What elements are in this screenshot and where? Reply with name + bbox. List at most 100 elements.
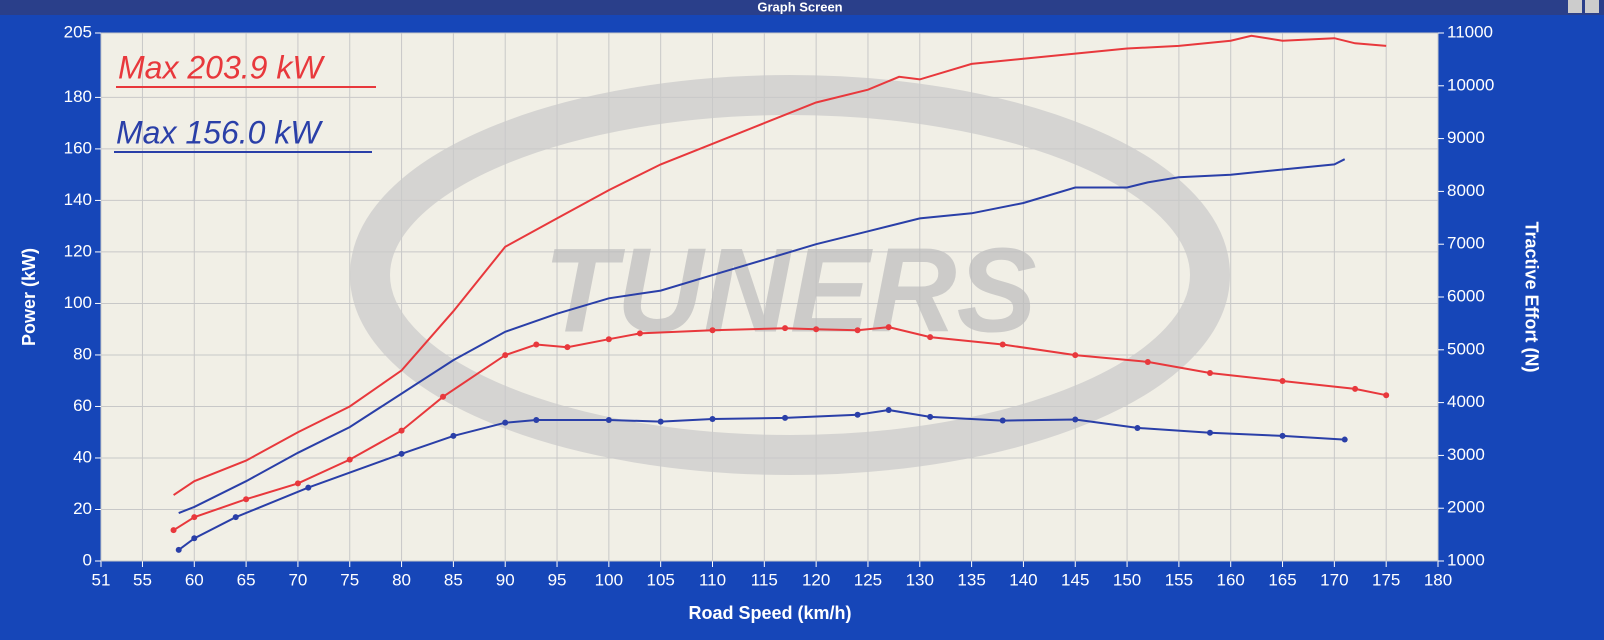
x-tick-label: 150 (1113, 570, 1141, 589)
point (927, 413, 934, 420)
window-title: Graph Screen (757, 0, 842, 14)
point (450, 432, 457, 439)
point (605, 417, 612, 424)
window-button[interactable] (1585, 0, 1599, 13)
point (636, 330, 643, 337)
x-tick-label: 85 (444, 570, 463, 589)
point (999, 417, 1006, 424)
point (232, 514, 239, 521)
x-tick-label: 80 (392, 570, 411, 589)
x-tick-label: 165 (1268, 570, 1296, 589)
point (1352, 385, 1359, 392)
annotation: Max 203.9 kW (118, 49, 325, 85)
point (294, 480, 301, 487)
point (502, 419, 509, 426)
point (1279, 377, 1286, 384)
y2-tick-label: 7000 (1447, 234, 1485, 253)
point (1144, 358, 1151, 365)
y-tick-label: 40 (73, 447, 92, 466)
point (1206, 370, 1213, 377)
x-tick-label: 51 (92, 570, 111, 589)
y2-tick-label: 1000 (1447, 550, 1485, 569)
point (346, 456, 353, 463)
y-tick-label: 205 (64, 22, 92, 41)
title-bar (0, 0, 1604, 15)
point (305, 484, 312, 491)
x-tick-label: 115 (751, 570, 778, 589)
y-tick-label: 0 (83, 550, 92, 569)
point (927, 334, 934, 341)
x-tick-label: 95 (548, 570, 567, 589)
point (1279, 432, 1286, 439)
x-tick-label: 145 (1061, 570, 1089, 589)
y-tick-label: 60 (73, 396, 92, 415)
point (1383, 392, 1390, 399)
x-tick-label: 105 (646, 570, 674, 589)
point (398, 450, 405, 457)
y2-tick-label: 9000 (1447, 128, 1485, 147)
y2-tick-label: 6000 (1447, 286, 1485, 305)
y-tick-label: 80 (73, 344, 92, 363)
point (398, 427, 405, 434)
point (191, 535, 198, 542)
y2-axis-title: Tractive Effort (N) (1521, 221, 1541, 372)
point (564, 344, 571, 351)
x-tick-label: 65 (237, 570, 256, 589)
point (605, 336, 612, 343)
point (709, 327, 716, 334)
y2-tick-label: 8000 (1447, 181, 1485, 200)
y2-tick-label: 4000 (1447, 392, 1485, 411)
x-tick-label: 120 (802, 570, 830, 589)
point (243, 496, 250, 503)
point (885, 406, 892, 413)
point (175, 546, 182, 553)
x-tick-label: 110 (699, 570, 726, 589)
y2-tick-label: 3000 (1447, 445, 1485, 464)
x-tick-label: 100 (595, 570, 623, 589)
x-tick-label: 55 (133, 570, 152, 589)
x-tick-label: 140 (1009, 570, 1037, 589)
point (533, 341, 540, 348)
x-tick-label: 125 (854, 570, 882, 589)
x-tick-label: 180 (1424, 570, 1452, 589)
series-line (173, 34, 1387, 496)
point (1206, 429, 1213, 436)
point (813, 326, 820, 333)
series-line (178, 158, 1346, 515)
y-tick-label: 100 (64, 293, 92, 312)
x-tick-label: 90 (496, 570, 515, 589)
y-tick-label: 20 (73, 499, 92, 518)
y-axis-title: Power (kW) (19, 248, 39, 346)
point (440, 393, 447, 400)
y-tick-label: 140 (64, 190, 92, 209)
x-tick-label: 130 (906, 570, 934, 589)
y2-tick-label: 11000 (1447, 22, 1493, 41)
y2-tick-label: 2000 (1447, 498, 1485, 517)
point (782, 414, 789, 421)
y-tick-label: 160 (64, 138, 92, 157)
window-button[interactable] (1568, 0, 1582, 13)
point (854, 327, 861, 334)
point (709, 415, 716, 422)
point (999, 341, 1006, 348)
point (1341, 436, 1348, 443)
point (533, 417, 540, 424)
point (782, 325, 789, 332)
point (502, 352, 509, 359)
x-tick-label: 175 (1372, 570, 1400, 589)
x-tick-label: 70 (288, 570, 307, 589)
x-tick-label: 75 (340, 570, 359, 589)
annotation: Max 156.0 kW (116, 114, 323, 150)
point (657, 418, 664, 425)
x-tick-label: 60 (185, 570, 204, 589)
point (1134, 424, 1141, 431)
point (885, 324, 892, 331)
y-tick-label: 120 (64, 241, 92, 260)
point (1072, 416, 1079, 423)
y2-tick-label: 10000 (1447, 75, 1494, 94)
x-tick-label: 160 (1217, 570, 1245, 589)
x-axis-title: Road Speed (km/h) (688, 603, 851, 623)
point (191, 514, 198, 521)
